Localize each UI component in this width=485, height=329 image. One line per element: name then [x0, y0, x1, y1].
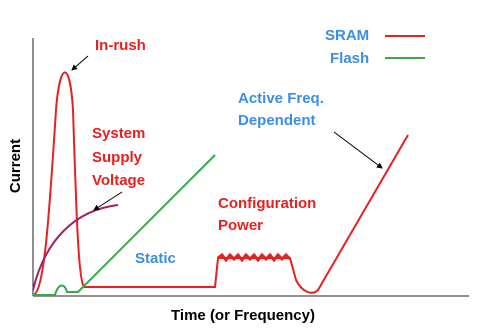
arrow [93, 191, 123, 211]
legend-label: Flash [330, 50, 369, 67]
config-noise [217, 252, 292, 263]
annotation: Configuration [218, 195, 316, 212]
sram-curve [32, 71, 409, 296]
arrow [71, 55, 89, 71]
legend-label: SRAM [325, 27, 369, 44]
x-axis-label: Time (or Frequency) [171, 307, 315, 324]
annotation: Power [218, 217, 263, 234]
annotation: Supply [92, 149, 143, 166]
annotation: Voltage [92, 172, 145, 189]
annotation: In-rush [95, 37, 146, 54]
annotation: Dependent [238, 112, 316, 129]
supply-curve [32, 204, 119, 291]
annotation: System [92, 125, 145, 142]
flash-curve [33, 154, 216, 296]
annotation: Static [135, 250, 176, 267]
arrow [333, 131, 383, 169]
y-axis-label: Current [7, 139, 24, 193]
annotation: Active Freq. [238, 90, 324, 107]
